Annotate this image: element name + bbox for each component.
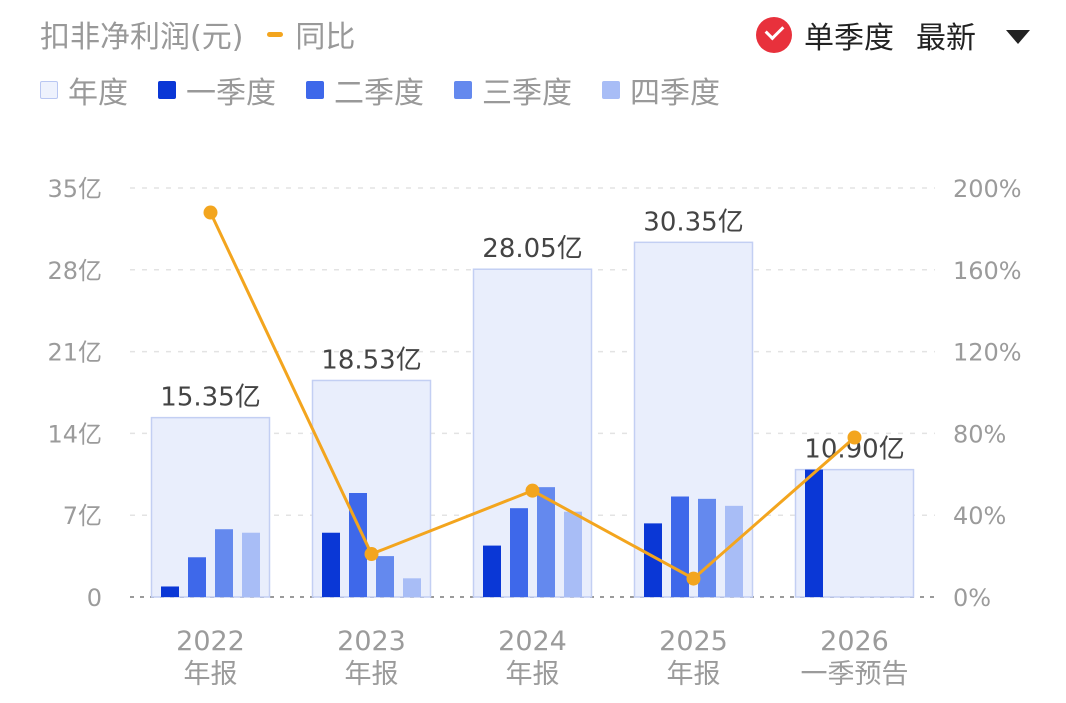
chart-controls: 单季度 最新 <box>756 14 1030 56</box>
y-right-tick-label: 200% <box>953 175 1022 203</box>
x-tick-label: 2026 <box>820 626 889 657</box>
y-left-tick-label: 7亿 <box>63 502 102 530</box>
legend-label-q3: 三季度 <box>482 76 572 111</box>
y-left-tick-label: 0 <box>87 584 102 612</box>
y-left-tick-label: 35亿 <box>47 175 102 203</box>
yoy-point <box>364 547 379 562</box>
y-left-tick-label: 14亿 <box>47 420 102 448</box>
x-tick-label: 2024 <box>498 626 567 657</box>
y-right-tick-label: 0% <box>953 584 991 612</box>
legend-swatch-q2 <box>306 81 324 99</box>
legend-label-q4: 四季度 <box>630 76 720 111</box>
quarter-bar <box>403 578 421 597</box>
quarter-bar <box>242 532 260 597</box>
legend-label-q2: 二季度 <box>334 76 424 111</box>
legend-item-q2[interactable]: 二季度 <box>306 68 424 112</box>
quarter-bar <box>725 505 743 597</box>
quarter-bar <box>698 498 716 597</box>
quarter-bar <box>188 557 206 597</box>
x-tick-label: 2022 <box>176 626 245 657</box>
quarter-bar <box>510 508 528 597</box>
legend-item-yoy[interactable]: 同比 <box>267 12 355 56</box>
y-right-tick-label: 40% <box>953 502 1006 530</box>
legend-label-q1: 一季度 <box>186 76 276 111</box>
quarter-bar <box>537 487 555 597</box>
yoy-point <box>525 483 540 498</box>
x-tick-label: 一季预告 <box>801 659 909 690</box>
y-left-tick-label: 28亿 <box>47 257 102 285</box>
chart-title: 扣非净利润(元) <box>40 20 244 55</box>
quarter-bar <box>805 469 823 597</box>
legend-item-q4[interactable]: 四季度 <box>602 68 720 112</box>
quarter-bar <box>564 511 582 597</box>
check-circle-icon <box>756 17 792 53</box>
annual-value-label: 15.35亿 <box>160 383 260 413</box>
legend-swatch-q4 <box>602 81 620 99</box>
x-tick-label: 年报 <box>345 659 399 690</box>
x-tick-label: 年报 <box>506 659 560 690</box>
legend-swatch-q1 <box>158 81 176 99</box>
x-tick-label: 2023 <box>337 626 406 657</box>
y-right-tick-label: 160% <box>953 257 1022 285</box>
legend-swatch-q3 <box>454 81 472 99</box>
chart-header: 扣非净利润(元) 同比 <box>40 12 355 56</box>
annual-value-label: 30.35亿 <box>643 207 743 237</box>
quarterly-toggle[interactable]: 单季度 <box>756 13 894 57</box>
quarter-bar <box>483 545 501 597</box>
quarterly-label: 单季度 <box>804 21 894 56</box>
annual-value-label: 18.53亿 <box>321 345 421 375</box>
yoy-point <box>847 430 862 445</box>
yoy-swatch-icon <box>267 31 284 37</box>
caret-down-icon <box>1006 30 1030 44</box>
quarter-bar <box>644 523 662 597</box>
x-tick-label: 年报 <box>184 659 238 690</box>
series-legend: 年度 一季度 二季度 三季度 四季度 <box>40 68 720 112</box>
legend-swatch-annual <box>40 81 58 99</box>
quarter-bar <box>671 496 689 597</box>
sort-dropdown[interactable]: 最新 <box>916 13 1030 57</box>
yoy-point <box>686 571 701 586</box>
annual-value-label: 28.05亿 <box>482 234 582 264</box>
legend-item-q1[interactable]: 一季度 <box>158 68 276 112</box>
quarter-bar <box>215 529 233 597</box>
quarter-bar <box>161 586 179 597</box>
y-right-tick-label: 80% <box>953 420 1006 448</box>
y-left-tick-label: 21亿 <box>47 339 102 367</box>
quarter-bar <box>376 556 394 597</box>
yoy-point <box>203 205 218 220</box>
y-right-tick-label: 120% <box>953 339 1022 367</box>
legend-label-annual: 年度 <box>68 76 128 111</box>
x-tick-label: 2025 <box>659 626 728 657</box>
yoy-label: 同比 <box>295 20 356 55</box>
quarter-bar <box>322 532 340 597</box>
sort-label: 最新 <box>916 21 976 56</box>
legend-item-annual[interactable]: 年度 <box>40 68 128 112</box>
legend-item-q3[interactable]: 三季度 <box>454 68 572 112</box>
x-tick-label: 年报 <box>667 659 721 690</box>
